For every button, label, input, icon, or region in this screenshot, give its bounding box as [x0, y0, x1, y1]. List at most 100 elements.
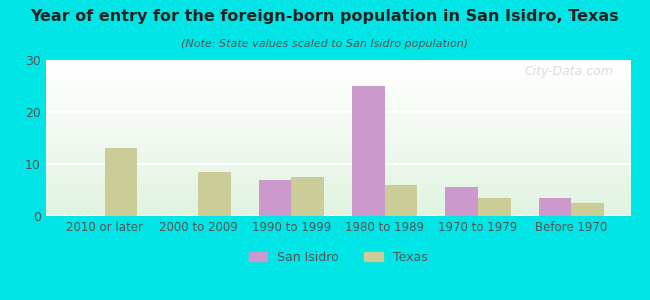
Bar [46, 77, 630, 79]
Bar [46, 144, 630, 146]
Bar [385, 185, 417, 216]
Bar [46, 152, 630, 154]
Bar [46, 151, 630, 152]
Bar [46, 205, 630, 207]
Bar [46, 141, 630, 143]
Bar [46, 149, 630, 151]
Bar [46, 121, 630, 122]
Bar [46, 194, 630, 196]
Bar [46, 147, 630, 149]
Bar [539, 198, 571, 216]
Bar [46, 63, 630, 65]
Bar [46, 102, 630, 104]
Bar [46, 177, 630, 178]
Bar [46, 182, 630, 183]
Bar [46, 155, 630, 157]
Bar [46, 185, 630, 186]
Bar [46, 86, 630, 88]
Bar [46, 74, 630, 76]
Bar [46, 166, 630, 168]
Bar [46, 143, 630, 144]
Bar [46, 207, 630, 208]
Bar [46, 110, 630, 112]
Bar [46, 176, 630, 177]
Bar [46, 138, 630, 140]
Bar [46, 104, 630, 105]
Bar [46, 193, 630, 194]
Bar [46, 99, 630, 100]
Bar [46, 199, 630, 200]
Bar [46, 133, 630, 135]
Bar [46, 146, 630, 147]
Bar [46, 73, 630, 74]
Bar [46, 196, 630, 197]
Bar [46, 188, 630, 190]
Bar [46, 158, 630, 160]
Bar [46, 66, 630, 68]
Bar [198, 172, 231, 216]
Bar [46, 132, 630, 133]
Bar [46, 96, 630, 98]
Bar [46, 180, 630, 182]
Bar [46, 197, 630, 199]
Bar [46, 91, 630, 93]
Text: City-Data.com: City-Data.com [524, 65, 613, 78]
Bar [46, 108, 630, 110]
Bar [46, 135, 630, 136]
Bar [46, 100, 630, 102]
Bar [46, 190, 630, 191]
Bar [46, 115, 630, 116]
Bar [46, 172, 630, 174]
Bar [46, 68, 630, 69]
Bar [46, 202, 630, 203]
Bar [46, 122, 630, 124]
Bar [46, 163, 630, 164]
Bar [46, 186, 630, 188]
Bar [46, 105, 630, 107]
Bar [46, 93, 630, 94]
Bar [46, 164, 630, 166]
Bar [46, 191, 630, 193]
Bar [46, 107, 630, 108]
Bar [46, 94, 630, 96]
Bar [46, 183, 630, 185]
Bar [46, 98, 630, 99]
Bar [46, 136, 630, 138]
Bar [46, 213, 630, 214]
Bar [259, 180, 291, 216]
Bar [46, 118, 630, 119]
Bar [445, 188, 478, 216]
Bar [46, 171, 630, 172]
Bar [46, 69, 630, 71]
Bar [46, 174, 630, 176]
Bar [46, 140, 630, 141]
Bar [46, 119, 630, 121]
Bar [46, 65, 630, 66]
Bar [46, 214, 630, 216]
Bar [46, 157, 630, 158]
Bar [46, 125, 630, 127]
Bar [46, 60, 630, 61]
Bar [46, 76, 630, 77]
Bar [46, 208, 630, 210]
Bar [46, 127, 630, 129]
Bar [46, 168, 630, 169]
Bar [46, 83, 630, 85]
Bar [46, 88, 630, 90]
Bar [352, 86, 385, 216]
Bar [46, 85, 630, 86]
Bar [46, 178, 630, 180]
Bar [46, 90, 630, 91]
Bar [46, 130, 630, 132]
Bar [105, 148, 137, 216]
Bar [46, 82, 630, 83]
Bar [46, 124, 630, 125]
Bar [46, 112, 630, 113]
Bar [46, 169, 630, 171]
Legend: San Isidro, Texas: San Isidro, Texas [244, 246, 432, 269]
Text: (Note: State values scaled to San Isidro population): (Note: State values scaled to San Isidro… [181, 39, 469, 49]
Bar [46, 116, 630, 118]
Bar [46, 160, 630, 161]
Bar [46, 80, 630, 82]
Bar [46, 154, 630, 155]
